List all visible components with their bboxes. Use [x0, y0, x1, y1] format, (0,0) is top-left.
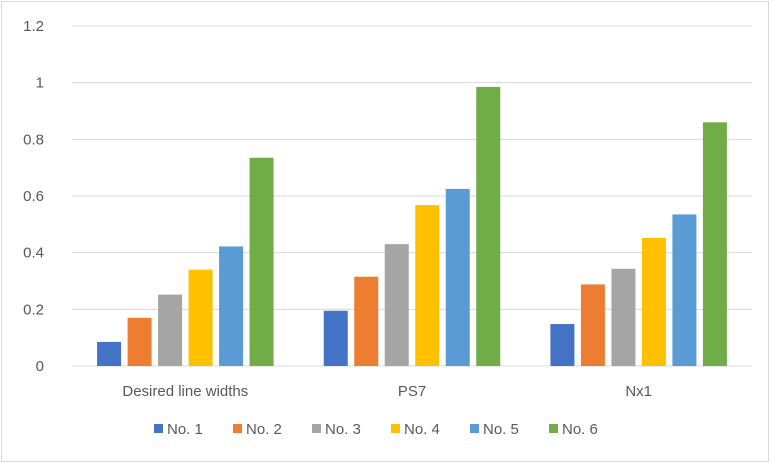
bar — [415, 205, 440, 366]
bar — [188, 269, 213, 366]
legend-swatch — [470, 424, 479, 433]
bar — [354, 276, 379, 366]
y-tick-label: 1.2 — [23, 18, 44, 35]
legend-swatch — [154, 424, 163, 433]
bar — [672, 214, 697, 366]
y-tick-label: 0.2 — [23, 301, 44, 318]
bar — [580, 284, 605, 366]
legend-swatch — [312, 424, 321, 433]
bar — [127, 317, 152, 366]
bar — [158, 294, 183, 366]
bars — [97, 86, 727, 367]
legend-label: No. 5 — [483, 421, 519, 438]
x-tick-label: Desired line widths — [122, 383, 248, 400]
legend-label: No. 1 — [167, 421, 203, 438]
legend-swatch — [391, 424, 400, 433]
y-tick-label: 0.4 — [23, 245, 44, 262]
bar — [550, 324, 575, 366]
bar — [445, 188, 470, 366]
bar — [97, 341, 122, 366]
legend-label: No. 2 — [246, 421, 282, 438]
bar — [384, 244, 409, 366]
legend: No. 1 No. 2 No. 3 No. 4 No. 5 No. 6 — [154, 421, 598, 438]
legend-label: No. 4 — [404, 421, 440, 438]
legend-swatch — [233, 424, 242, 433]
legend-swatch — [549, 424, 558, 433]
axes: 0 0.2 0.4 0.6 0.8 1 1.2 Desired line widths PS7 N… — [23, 18, 652, 400]
bar — [476, 86, 501, 367]
bar — [641, 237, 666, 366]
bar — [611, 268, 636, 366]
legend-label: No. 6 — [562, 421, 598, 438]
y-tick-label: 1 — [36, 75, 44, 92]
x-tick-label: PS7 — [398, 383, 426, 400]
y-tick-label: 0.8 — [23, 131, 44, 148]
bar — [702, 122, 727, 366]
y-tick-label: 0 — [36, 358, 44, 375]
bar — [219, 246, 244, 366]
bar — [323, 310, 348, 366]
legend-label: No. 3 — [325, 421, 361, 438]
bar — [249, 157, 274, 366]
gridlines — [72, 25, 752, 367]
y-tick-label: 0.6 — [23, 188, 44, 205]
x-tick-label: Nx1 — [625, 383, 652, 400]
